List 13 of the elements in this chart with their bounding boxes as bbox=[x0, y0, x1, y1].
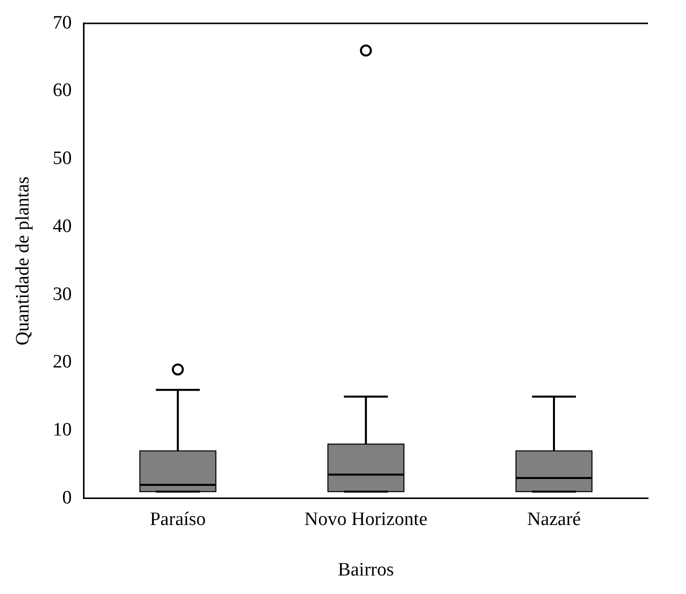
x-tick-label: Nazaré bbox=[527, 508, 581, 530]
x-tick-label: Novo Horizonte bbox=[304, 508, 428, 530]
y-tick-label: 30 bbox=[52, 284, 72, 305]
y-tick-label: 0 bbox=[62, 487, 72, 508]
x-axis-title: Bairros bbox=[338, 560, 394, 581]
x-tick-label: Paraíso bbox=[150, 508, 206, 530]
y-tick-label: 40 bbox=[52, 216, 72, 237]
y-tick-label: 70 bbox=[52, 12, 72, 34]
y-tick-label: 10 bbox=[52, 420, 72, 441]
y-tick-label: 60 bbox=[52, 80, 72, 102]
y-tick-label: 20 bbox=[52, 352, 72, 373]
y-tick-label: 50 bbox=[52, 148, 72, 170]
y-axis-title: Quantidade de plantas bbox=[12, 176, 34, 346]
